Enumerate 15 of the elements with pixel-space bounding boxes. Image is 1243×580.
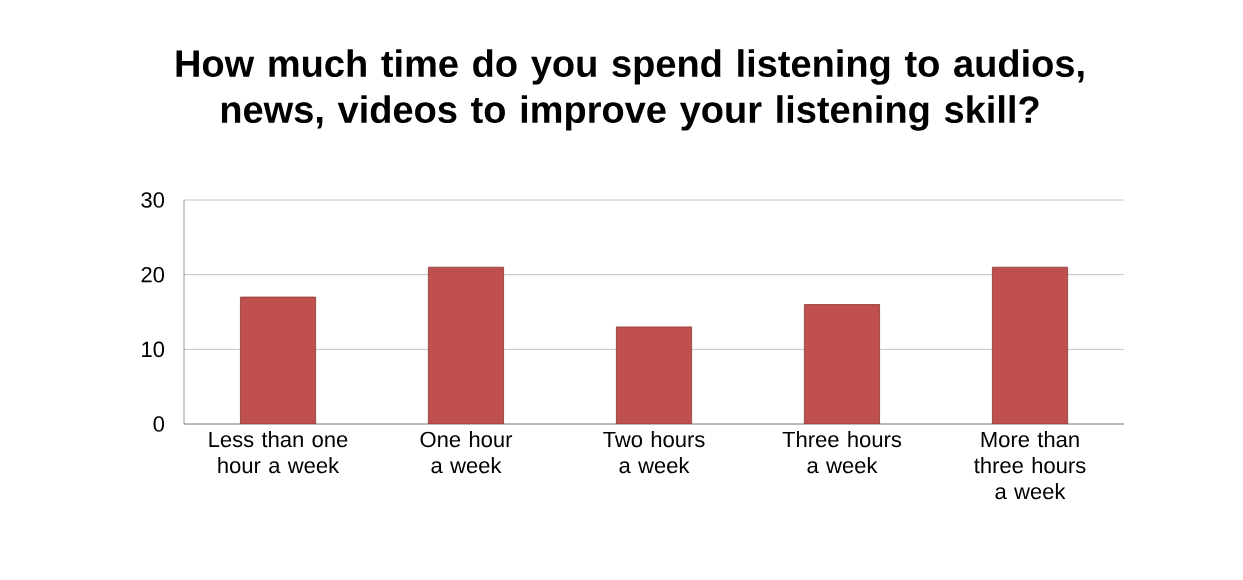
bar [428, 266, 504, 424]
bar [992, 266, 1068, 424]
x-tick-label: More than three hours a week [974, 431, 1086, 500]
y-tick-label: 0 [153, 416, 165, 432]
x-tick-label: Two hours a week [603, 431, 705, 474]
y-tick-label: 30 [141, 192, 165, 208]
x-tick-label: Three hours a week [782, 431, 902, 474]
x-tick-label: Less than one hour a week [209, 431, 348, 474]
y-tick-label: 10 [142, 341, 165, 358]
bar [804, 304, 880, 424]
chart-title: How much time do you spend listening to audios, news, videos to improve your listening skill? [176, 49, 1084, 131]
x-tick-label: One hour a week [420, 431, 513, 474]
y-tick-label: 20 [141, 266, 165, 283]
bar [240, 296, 316, 424]
bar [616, 326, 692, 424]
